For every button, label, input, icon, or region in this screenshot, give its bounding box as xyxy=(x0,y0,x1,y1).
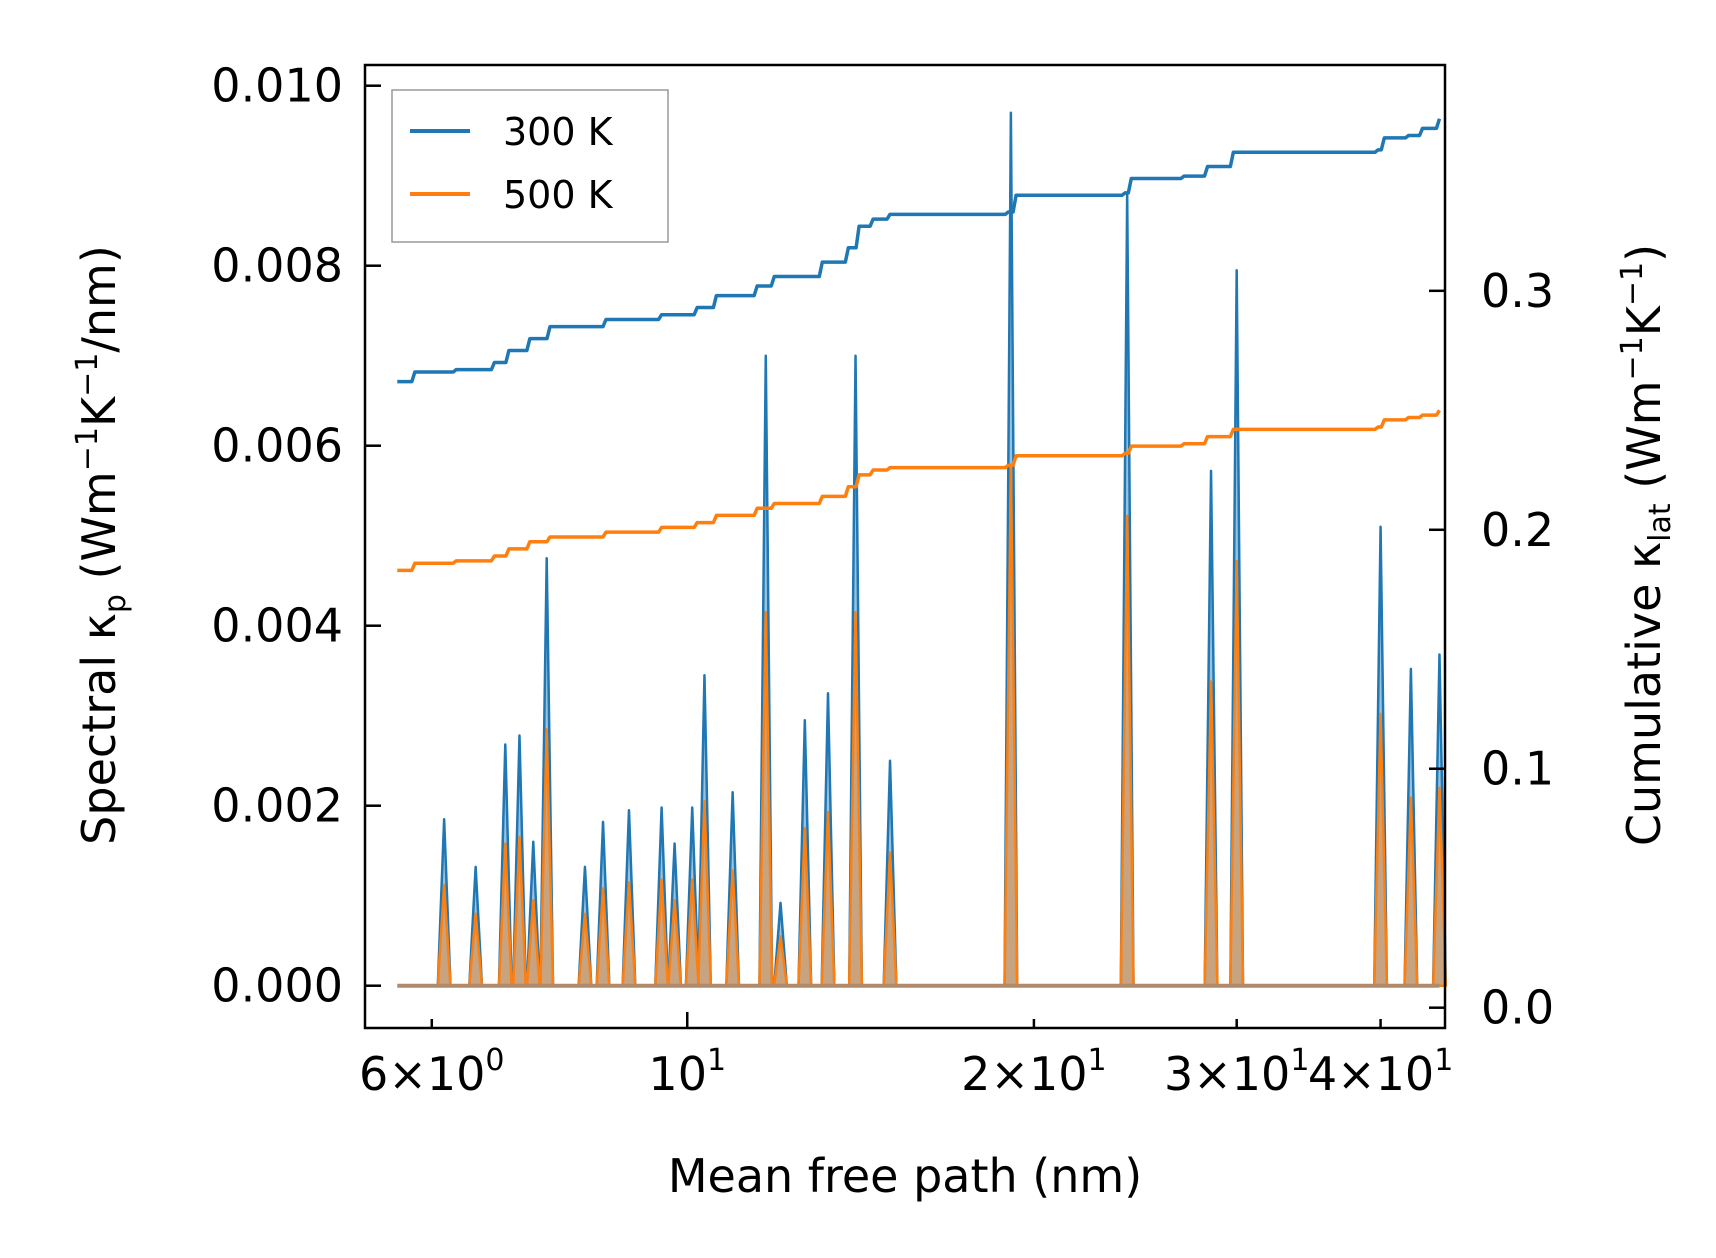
y-left-label-sup1: −1 xyxy=(70,427,105,471)
axes xyxy=(363,63,1447,1030)
x-axis-label: Mean free path (nm) xyxy=(668,1149,1142,1203)
y-left-tick-label: 0.002 xyxy=(211,779,343,833)
x-tick-label: 101 xyxy=(648,1043,726,1101)
cumulative-line-300k xyxy=(397,118,1442,384)
x-tick-label: 2×101 xyxy=(961,1043,1106,1101)
y-axis-left-label: Spectral κp (Wm−1K−1/nm) xyxy=(70,245,133,845)
y-left-label-mid: K xyxy=(72,395,126,427)
y-axis-right-label: Cumulative κlat (Wm−1K−1) xyxy=(1615,244,1678,846)
y-right-tick-label: 0.2 xyxy=(1481,503,1554,557)
ticks: 0.000 0.002 0.004 0.006 0.008 0.010 0.0 0.1 0.2 0… xyxy=(211,59,1554,1101)
y-right-tick-label: 0.0 xyxy=(1481,981,1554,1035)
y-left-label-post: (Wm xyxy=(72,471,126,594)
cumulative-line-500k xyxy=(397,409,1441,573)
legend: 300 K 500 K xyxy=(391,89,669,243)
y-right-label-sup1: −1 xyxy=(1615,336,1650,380)
y-left-tick-label: 0.010 xyxy=(211,59,343,113)
y-left-tick-label: 0.004 xyxy=(211,599,343,653)
plot-frame xyxy=(363,63,1447,1030)
legend-box xyxy=(391,89,669,243)
y-right-label-pre: Cumulative κ xyxy=(1617,542,1671,846)
legend-label-500k: 500 K xyxy=(503,173,614,217)
y-right-label-mid: K xyxy=(1617,304,1671,336)
y-left-label-sub: p xyxy=(98,594,133,613)
x-tick-label: 4×101 xyxy=(1308,1043,1453,1101)
y-right-tick-label: 0.1 xyxy=(1481,742,1554,796)
legend-label-300k: 300 K xyxy=(503,110,614,154)
y-right-tick-label: 0.3 xyxy=(1481,264,1554,318)
x-tick-label: 3×101 xyxy=(1164,1043,1309,1101)
y-left-tick-label: 0.006 xyxy=(211,419,343,473)
plot-area xyxy=(397,111,1448,988)
y-left-label-sup2: −1 xyxy=(70,353,105,397)
y-right-label-sub: lat xyxy=(1643,503,1678,542)
x-tick-label: 6×100 xyxy=(359,1043,504,1101)
y-left-label-pre: Spectral κ xyxy=(72,613,126,845)
y-left-label-end: /nm) xyxy=(72,245,126,352)
y-right-label-end: ) xyxy=(1617,244,1671,262)
y-left-tick-label: 0.008 xyxy=(211,239,343,293)
y-right-label-post: (Wm xyxy=(1617,380,1671,503)
y-left-tick-label: 0.000 xyxy=(211,959,343,1013)
y-right-label-sup2: −1 xyxy=(1615,262,1650,306)
